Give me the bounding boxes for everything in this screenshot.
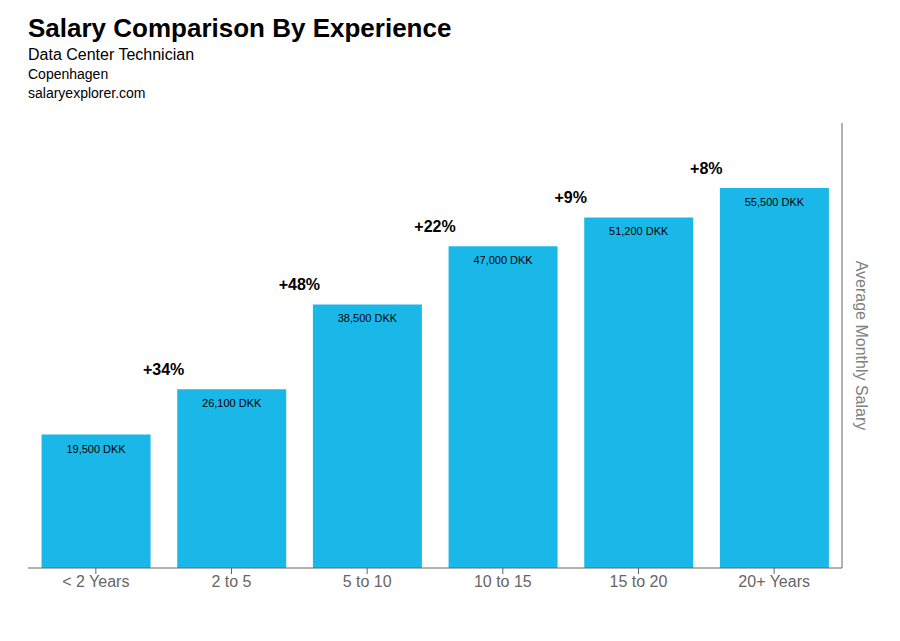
svg-text:+22%: +22% [414,218,455,235]
svg-text:15 to 20: 15 to 20 [610,573,668,590]
svg-text:2 to 5: 2 to 5 [211,573,251,590]
html-text:Data Center Technician: Data Center Technician [28,46,194,63]
svg-text:55,500 DKK: 55,500 DKK [745,196,805,208]
svg-text:< 2 Years: < 2 Years [62,573,129,590]
svg-text:26,100 DKK: 26,100 DKK [202,397,262,409]
svg-text:+8%: +8% [690,160,722,177]
svg-text:+9%: +9% [554,189,586,206]
svg-text:51,200 DKK: 51,200 DKK [609,225,669,237]
svg-text:5 to 10: 5 to 10 [343,573,392,590]
svg-text:19,500 DKK: 19,500 DKK [66,443,126,455]
svg-text:38,500 DKK: 38,500 DKK [338,312,398,324]
svg-text:10 to 15: 10 to 15 [474,573,532,590]
svg-text:+34%: +34% [143,361,184,378]
svg-text:20+ Years: 20+ Years [738,573,810,590]
svg-text:Average Monthly Salary: Average Monthly Salary [853,261,870,431]
html-text:salaryexplorer.com: salaryexplorer.com [28,85,146,101]
svg-text:47,000 DKK: 47,000 DKK [473,254,533,266]
html-text:Salary Comparison By Experienc: Salary Comparison By Experience [28,13,452,43]
svg-text:+48%: +48% [279,276,320,293]
html-text:Copenhagen: Copenhagen [28,66,109,82]
